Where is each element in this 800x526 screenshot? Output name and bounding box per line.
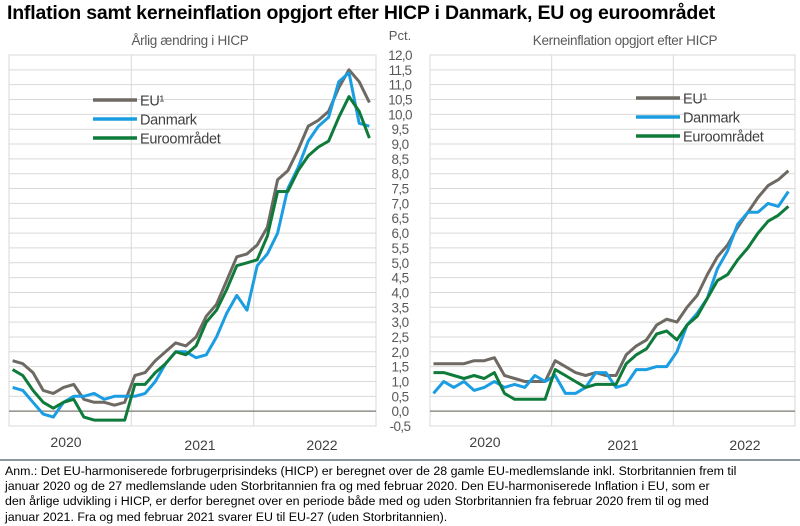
chart-title: Inflation samt kerneinflation opgjort ef… [7, 2, 716, 24]
legend-label: Euroområdet [140, 132, 221, 148]
y-tick-label: 5,0 [392, 256, 409, 271]
y-tick-label: 10,5 [388, 93, 412, 108]
y-tick-label: 4,5 [392, 271, 409, 286]
y-tick-label: 8,5 [392, 152, 409, 167]
footnote-line: den årlige udvikling i HICP, er derfor b… [5, 494, 709, 509]
plot-area [429, 54, 796, 427]
y-tick-label: 0,0 [392, 404, 409, 419]
footnote-line: januar 2020 og de 27 medlemslande uden S… [5, 479, 710, 494]
y-tick-label: 6,0 [392, 226, 409, 241]
x-tick-label: 2020 [50, 434, 81, 450]
plot-area [8, 54, 377, 427]
x-tick-label: 2022 [306, 437, 337, 453]
y-tick-label: 9,0 [392, 137, 409, 152]
y-tick-label: 6,5 [392, 211, 409, 226]
y-tick-label: 3,5 [392, 300, 409, 315]
y-tick-label: 11,0 [389, 78, 412, 93]
series-line-1 [432, 190, 790, 395]
x-tick-label: 2021 [184, 437, 215, 453]
y-tick-label: 9,5 [392, 122, 409, 137]
legend-label: Euroområdet [683, 130, 764, 146]
y-tick-label: 0,5 [392, 389, 409, 404]
footnote: Anm.: Det EU-harmoniserede forbrugerpris… [5, 464, 736, 525]
y-tick-label: 5,5 [392, 241, 409, 256]
series-line-1 [12, 71, 370, 419]
series-line-2 [433, 205, 790, 401]
legend-label: Danmark [140, 113, 198, 129]
y-tick-label: 2,0 [392, 345, 409, 360]
y-tick-label: 1,0 [392, 374, 409, 389]
y-tick-label: 4,0 [392, 285, 409, 300]
series-line-0 [433, 169, 790, 383]
series-line-2 [11, 95, 371, 422]
divider [0, 459, 800, 461]
y-tick-label: 12,0 [388, 48, 412, 63]
panel-title: Årlig ændring i HICP [131, 33, 248, 48]
legend-label: Danmark [683, 111, 741, 127]
y-tick-label: 7,0 [392, 196, 409, 211]
legend-label: EU¹ [683, 92, 708, 108]
y-axis-unit-label: Pct. [389, 28, 411, 43]
panel-title: Kerneinflation opgjort efter HICP [533, 33, 718, 48]
legend-label: EU¹ [140, 94, 165, 110]
y-tick-label: 10,0 [388, 107, 412, 122]
y-tick-label: 2,5 [392, 330, 409, 345]
series-line-0 [12, 68, 371, 407]
chart-panel-1: Årlig ændring i HICP 2020 2021 2022 EU¹ Danma… [8, 33, 377, 453]
y-tick-label: 1,5 [392, 360, 409, 375]
y-tick-label: -0,5 [390, 419, 411, 434]
y-tick-label: 3,0 [392, 315, 409, 330]
x-tick-label: 2020 [469, 434, 500, 450]
footnote-line: Anm.: Det EU-harmoniserede forbrugerpris… [5, 464, 737, 478]
chart-canvas: Pct.-0,50,00,51,01,52,02,53,03,54,04,55,… [8, 28, 796, 453]
chart-panel-2: Kerneinflation opgjort efter HICP 2020 202… [429, 33, 796, 453]
y-tick-label: 8,0 [392, 167, 409, 182]
y-tick-label: 7,5 [392, 182, 409, 197]
y-tick-label: 11,5 [389, 63, 412, 78]
footnote-line: januar 2021. Fra og med februar 2021 sva… [5, 509, 448, 524]
x-tick-label: 2021 [607, 437, 638, 453]
x-tick-label: 2022 [729, 437, 760, 453]
